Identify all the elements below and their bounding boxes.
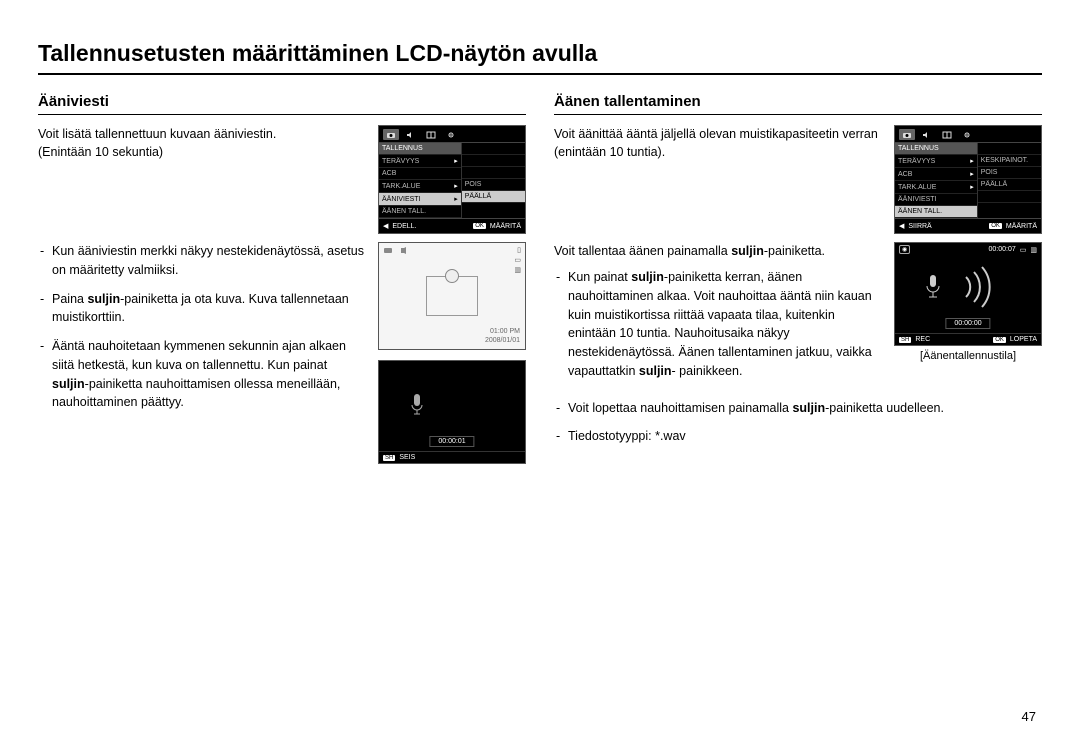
rec-time: 00:00:01 <box>429 436 474 447</box>
preview-date: 2008/01/01 <box>485 336 520 345</box>
menu-item: ACB <box>379 168 461 180</box>
back-arrow-icon: ◀ <box>899 222 904 230</box>
menu-head: TALLENNUS <box>895 143 977 155</box>
menu-item: ÄÄNIVIESTI <box>895 194 977 206</box>
card-icon: ▭ <box>1020 246 1027 254</box>
mic-icon <box>409 393 425 419</box>
memo-mode-icon <box>399 246 408 257</box>
tab-settings-icon <box>959 129 975 140</box>
screen-caption: [Äänentallennustila] <box>894 350 1042 362</box>
menu-value: KESKIPAINOT. <box>978 155 1041 167</box>
menu-value <box>462 167 525 179</box>
af-bracket <box>426 276 478 316</box>
tab-sound-icon <box>919 129 935 140</box>
bullet: Ääntä nauhoitetaan kymmenen sekunnin aja… <box>38 337 364 412</box>
elapsed-time: 00:00:07 <box>989 246 1016 253</box>
lcd-recording-screen: 00:00:01 SH SEIS <box>378 360 526 464</box>
sh-label: SEIS <box>399 454 415 461</box>
battery-icon: ▥ <box>1030 246 1037 254</box>
ok-key-icon: OK <box>993 337 1006 343</box>
tab-settings-icon <box>443 129 459 140</box>
voice-mode-icon: ◉ <box>899 245 910 254</box>
lcd-menu-voice-memo: TALLENNUS TERÄVYYS▸ ACB TARK.ALUE▸ ÄÄNIV… <box>378 125 526 234</box>
voice-record-lead: Voit tallentaa äänen painamalla suljin-p… <box>554 242 880 260</box>
menu-item: TARK.ALUE▸ <box>379 180 461 193</box>
menu-value <box>978 191 1041 203</box>
rec-time: 00:00:00 <box>945 318 990 329</box>
bullet: Tiedostotyyppi: *.wav <box>554 427 1042 446</box>
voice-record-intro: Voit äänittää ääntä jäljellä olevan muis… <box>554 125 880 161</box>
footer-back-label: EDELL. <box>392 223 416 230</box>
sh-key-icon: SH <box>899 337 911 343</box>
card-icon: ▥ <box>514 266 521 274</box>
menu-value: POIS <box>462 179 525 191</box>
menu-item: TERÄVYYS▸ <box>379 155 461 168</box>
tab-sound-icon <box>403 129 419 140</box>
footer-back-label: SIIRRÄ <box>908 223 931 230</box>
menu-value: PÄÄLLÄ <box>978 179 1041 191</box>
footer-ok-label: MÄÄRITÄ <box>490 223 521 230</box>
voice-record-bullets: Kun painat suljin-painiketta kerran, ään… <box>554 268 880 381</box>
voice-memo-bullets: Kun ääniviestin merkki näkyy nestekidenä… <box>38 242 364 422</box>
camera-mode-icon <box>383 246 393 257</box>
menu-head: TALLENNUS <box>379 143 461 155</box>
mic-icon <box>924 274 942 302</box>
sh-label: REC <box>915 336 930 343</box>
heading-voice-memo: Ääniviesti <box>38 93 526 115</box>
ok-label: LOPETA <box>1010 336 1037 343</box>
lcd-footer: ◀ SIIRRÄ OK MÄÄRITÄ <box>895 218 1041 233</box>
menu-right-col: POIS PÄÄLLÄ <box>461 143 525 218</box>
menu-item: TARK.ALUE▸ <box>895 181 977 194</box>
tab-camera-icon <box>383 129 399 140</box>
lcd-voice-record-screen: ◉ 00:00:07 ▭ ▥ 00:00:00 SH REC <box>894 242 1042 346</box>
menu-item: TERÄVYYS▸ <box>895 155 977 168</box>
lcd-footer: ◀ EDELL. OK MÄÄRITÄ <box>379 218 525 233</box>
menu-value: POIS <box>978 167 1041 179</box>
lcd-tabbar <box>895 126 1041 143</box>
flash-icon: ▯ <box>514 246 521 254</box>
bullet: Kun painat suljin-painiketta kerran, ään… <box>554 268 880 381</box>
voice-record-bullets-rest: Voit lopettaa nauhoittamisen painamalla … <box>554 399 1042 447</box>
menu-item-selected: ÄÄNEN TALL. <box>895 206 977 218</box>
ok-key-icon: OK <box>473 223 486 229</box>
battery-icon: ▭ <box>514 256 521 264</box>
page-number: 47 <box>1022 709 1036 724</box>
bullet: Voit lopettaa nauhoittamisen painamalla … <box>554 399 1042 418</box>
page-title: Tallennusetusten määrittäminen LCD-näytö… <box>38 40 1042 75</box>
tab-display-icon <box>939 129 955 140</box>
lcd-tabbar <box>379 126 525 143</box>
menu-item: ÄÄNEN TALL. <box>379 206 461 218</box>
mic-icon <box>445 269 459 283</box>
back-arrow-icon: ◀ <box>383 222 388 230</box>
sh-key-icon: SH <box>383 455 395 461</box>
intro-line2: (Enintään 10 sekuntia) <box>38 145 163 159</box>
menu-value <box>978 143 1041 155</box>
menu-item: ACB▸ <box>895 168 977 181</box>
left-column: Ääniviesti Voit lisätä tallennettuun kuv… <box>38 93 526 464</box>
tab-camera-icon <box>899 129 915 140</box>
menu-item-selected: ÄÄNIVIESTI▸ <box>379 193 461 206</box>
menu-value <box>462 143 525 155</box>
menu-left-col: TALLENNUS TERÄVYYS▸ ACB▸ TARK.ALUE▸ ÄÄNI… <box>895 143 977 218</box>
preview-time: 01:00 PM <box>485 327 520 336</box>
heading-voice-record: Äänen tallentaminen <box>554 93 1042 115</box>
footer-ok-label: MÄÄRITÄ <box>1006 223 1037 230</box>
bullet: Kun ääniviestin merkki näkyy nestekidenä… <box>38 242 364 280</box>
tab-display-icon <box>423 129 439 140</box>
right-column: Äänen tallentaminen Voit äänittää ääntä … <box>554 93 1042 464</box>
lcd-preview-screen: ▯ ▭ ▥ 01:00 PM 2008/01/01 <box>378 242 526 350</box>
lcd-menu-voice-record: TALLENNUS TERÄVYYS▸ ACB▸ TARK.ALUE▸ ÄÄNI… <box>894 125 1042 234</box>
menu-value-selected: PÄÄLLÄ <box>462 191 525 203</box>
menu-left-col: TALLENNUS TERÄVYYS▸ ACB TARK.ALUE▸ ÄÄNIV… <box>379 143 461 218</box>
ok-key-icon: OK <box>989 223 1002 229</box>
bullet: Paina suljin-painiketta ja ota kuva. Kuv… <box>38 290 364 328</box>
intro-line1: Voit lisätä tallennettuun kuvaan äänivie… <box>38 127 276 141</box>
menu-value <box>462 155 525 167</box>
voice-memo-intro: Voit lisätä tallennettuun kuvaan äänivie… <box>38 125 364 161</box>
sound-waves-icon <box>958 262 1008 314</box>
menu-right-col: KESKIPAINOT. POIS PÄÄLLÄ <box>977 143 1041 218</box>
